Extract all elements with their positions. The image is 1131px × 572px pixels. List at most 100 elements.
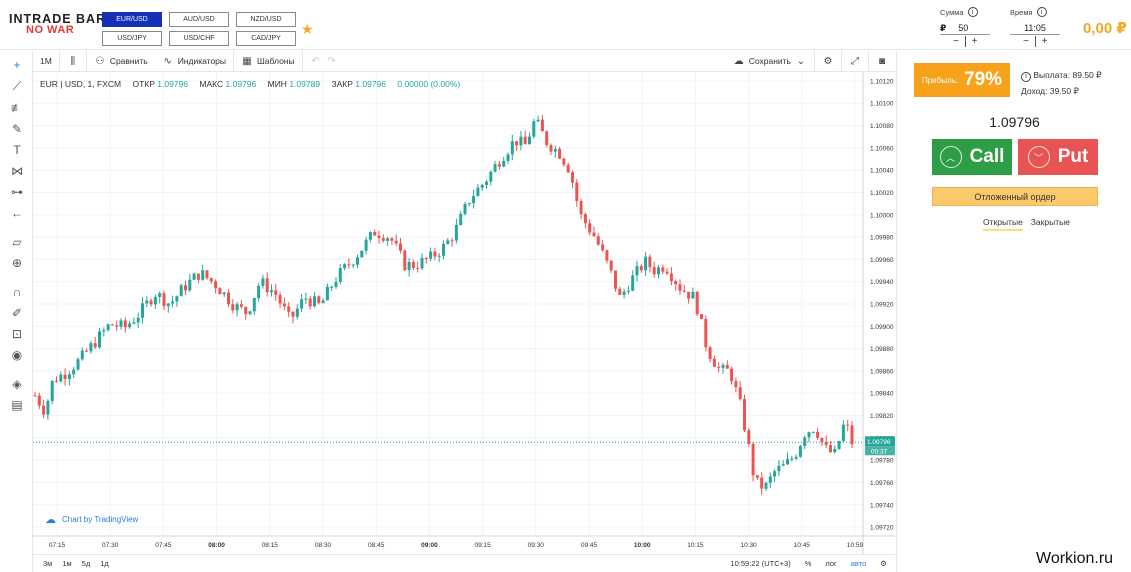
tab-closed[interactable]: Закрытые xyxy=(1030,217,1070,227)
trend-line-icon[interactable]: ⟋ xyxy=(12,78,22,93)
candle-body xyxy=(644,256,648,271)
trash-icon[interactable]: ▤ xyxy=(11,398,23,412)
candle-body xyxy=(153,296,157,305)
pair-nzd-usd[interactable]: NZD/USD xyxy=(236,12,296,27)
fib-tool-icon[interactable]: ≢ xyxy=(11,101,23,115)
indicators-button[interactable]: ∿ Индикаторы xyxy=(155,51,235,71)
candle-body xyxy=(622,291,626,295)
candle-body xyxy=(102,330,106,332)
candle-body xyxy=(158,293,162,297)
back-arrow-icon[interactable]: ← xyxy=(11,206,23,220)
info-icon[interactable]: i xyxy=(1036,7,1047,17)
candle-body xyxy=(377,235,381,238)
candle-body xyxy=(846,424,850,426)
brush-icon[interactable]: ✎ xyxy=(11,122,23,136)
lock-icon[interactable]: ⊡ xyxy=(11,327,23,341)
call-button[interactable]: ︿ Call xyxy=(932,139,1012,175)
range-button[interactable]: 5д xyxy=(81,559,91,568)
candle-body xyxy=(618,288,622,295)
candle-body xyxy=(816,431,820,438)
range-button[interactable]: 1д xyxy=(100,559,109,568)
prediction-tool-icon[interactable]: ⊶ xyxy=(11,185,23,199)
pair-eur-usd[interactable]: EUR/USD xyxy=(102,12,162,27)
candle-body xyxy=(734,381,738,388)
time-input[interactable]: 11:05 xyxy=(1010,22,1060,35)
pattern-tool-icon[interactable]: ⋈ xyxy=(11,164,23,178)
crosshair-icon[interactable]: + xyxy=(13,58,21,72)
candle-body xyxy=(67,374,71,380)
y-tick-label: 1.10060 xyxy=(870,145,894,152)
time-plus-button[interactable]: + xyxy=(1035,36,1053,47)
candle-body xyxy=(467,203,471,205)
save-button[interactable]: ☁ Сохранить ⌄ xyxy=(726,51,815,71)
pending-order-button[interactable]: Отложенный ордер xyxy=(932,187,1098,206)
candle-body xyxy=(368,232,372,240)
tradingview-link[interactable]: ☁ Chart by TradingView xyxy=(45,513,138,526)
y-tick-label: 1.09860 xyxy=(870,368,894,375)
y-tick-label: 1.10100 xyxy=(870,101,894,108)
candle-body xyxy=(506,154,510,161)
redo-icon[interactable]: ↷ xyxy=(327,55,336,67)
x-tick-label: 10:59 xyxy=(847,542,864,549)
candle-body xyxy=(394,240,398,244)
amount-minus-button[interactable]: − xyxy=(953,36,959,47)
pair-usd-jpy[interactable]: USD/JPY xyxy=(102,31,162,46)
chevron-down-icon: ﹀ xyxy=(1027,146,1050,168)
candle-body xyxy=(781,464,785,466)
favorite-star-icon[interactable]: ★ xyxy=(301,21,314,37)
candle-body xyxy=(523,136,527,145)
call-label: Call xyxy=(969,146,1005,167)
log-toggle[interactable]: лог xyxy=(825,559,837,568)
fullscreen-icon: ⤢ xyxy=(851,55,859,67)
tab-open[interactable]: Открытые xyxy=(983,217,1023,231)
chart-settings-icon[interactable]: ⚙ xyxy=(880,559,887,568)
info-icon[interactable]: i xyxy=(967,7,978,17)
x-tick-label: 09:00 xyxy=(421,542,438,549)
amount-value: 50 xyxy=(958,23,969,33)
put-button[interactable]: ﹀ Put xyxy=(1018,139,1098,175)
info-icon[interactable]: i xyxy=(1021,72,1031,82)
amount-input[interactable]: ₽ 50 xyxy=(940,22,990,35)
payout-text: Выплата: 89.50 ₽ xyxy=(1033,70,1102,80)
interval-button[interactable]: 1M xyxy=(33,51,60,71)
ruler-icon[interactable]: ▱ xyxy=(12,235,22,249)
candle-body xyxy=(837,441,841,449)
range-button[interactable]: 3м xyxy=(43,559,53,568)
layers-icon[interactable]: ◈ xyxy=(12,377,22,391)
magnet-icon[interactable]: ∩ xyxy=(12,285,22,299)
templates-button[interactable]: ▦ Шаблоны xyxy=(234,51,303,71)
text-tool-icon[interactable]: T xyxy=(13,143,21,157)
candle-type-button[interactable]: ⫼ xyxy=(60,51,87,71)
chevron-up-icon: ︿ xyxy=(939,146,962,168)
candle-body xyxy=(239,304,243,307)
candle-body xyxy=(583,214,587,224)
fullscreen-button[interactable]: ⤢ xyxy=(842,51,869,71)
pair-aud-usd[interactable]: AUD/USD xyxy=(169,12,229,27)
price-chart[interactable]: 1.10120 1.10100 1.10080 1.10060 1.10040 1.100… xyxy=(33,72,895,554)
candle-body xyxy=(678,284,682,291)
candle-body xyxy=(532,121,536,137)
compare-button[interactable]: ⚇ Сравнить xyxy=(87,51,155,71)
eye-icon[interactable]: ◉ xyxy=(11,348,23,362)
percent-toggle[interactable]: % xyxy=(804,559,812,568)
zoom-icon[interactable]: ⊕ xyxy=(11,256,23,270)
range-button[interactable]: 1м xyxy=(62,559,72,568)
candlestick-chart[interactable]: 1.10120 1.10100 1.10080 1.10060 1.10040 1.100… xyxy=(33,72,895,554)
pair-cad-jpy[interactable]: CAD/JPY xyxy=(236,31,296,46)
candle-body xyxy=(231,304,235,311)
candles-icon: ⫼ xyxy=(70,55,76,67)
candle-body xyxy=(381,237,385,241)
legend-high-label: МАКС xyxy=(199,79,224,89)
pair-usd-chf[interactable]: USD/CHF xyxy=(169,31,229,46)
lock-drawing-icon[interactable]: ✐ xyxy=(11,306,23,320)
time-minus-button[interactable]: − xyxy=(1023,36,1029,47)
brand-logo[interactable]: INTRADE BAR NO WAR xyxy=(9,13,106,36)
auto-toggle[interactable]: авто xyxy=(850,559,867,568)
undo-icon[interactable]: ↶ xyxy=(311,55,320,67)
amount-plus-button[interactable]: + xyxy=(965,36,983,47)
settings-button[interactable]: ⚙ xyxy=(815,51,842,71)
x-tick-label: 07:45 xyxy=(155,542,172,549)
candle-body xyxy=(227,292,230,305)
indicators-icon: ∿ xyxy=(163,55,172,67)
screenshot-button[interactable]: ◙ xyxy=(869,51,895,71)
